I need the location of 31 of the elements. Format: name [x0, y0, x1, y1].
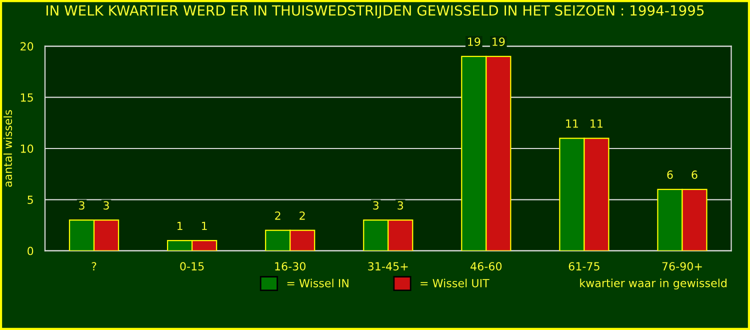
x-tick-label: ?: [92, 262, 96, 270]
data-label: 2: [275, 211, 280, 220]
data-label: 3: [104, 201, 109, 210]
legend-label: = Wissel IN: [287, 278, 348, 288]
x-axis-title: kwartier waar in gewisseld: [580, 278, 726, 290]
data-label: 11: [566, 120, 578, 128]
y-axis-title: aantal wissels: [3, 110, 12, 187]
x-tick-label: 16-30: [275, 262, 306, 271]
data-label: 2: [300, 211, 305, 220]
y-tick-label: 10: [20, 144, 34, 153]
x-tick-label: 76-90+: [662, 262, 702, 271]
y-tick-label: 20: [20, 42, 34, 51]
x-tick-label: 46-60: [470, 262, 502, 271]
y-tick-label: 0: [28, 246, 34, 256]
data-label: 3: [373, 201, 379, 210]
data-label: 19: [468, 38, 480, 46]
y-tick-label: 5: [28, 196, 33, 204]
data-label: 11: [590, 120, 602, 128]
data-label: 3: [79, 201, 84, 210]
data-label: 19: [492, 38, 505, 46]
y-tick-label: 15: [20, 93, 33, 102]
data-label: 6: [692, 170, 698, 179]
legend-label: = Wissel UIT: [420, 278, 490, 288]
data-label: 3: [398, 201, 404, 210]
data-label: 1: [202, 222, 207, 230]
x-tick-label: 31-45+: [368, 262, 408, 271]
chart-title: IN WELK KWARTIER WERD ER IN THUISWEDSTRIJDEN GEWISSELD IN HET SEIZOEN : 1994-1995: [46, 5, 704, 18]
data-label: 6: [667, 170, 673, 179]
x-tick-label: 61-75: [568, 262, 600, 271]
data-label: 1: [177, 222, 182, 230]
x-tick-label: 0-15: [180, 262, 204, 271]
